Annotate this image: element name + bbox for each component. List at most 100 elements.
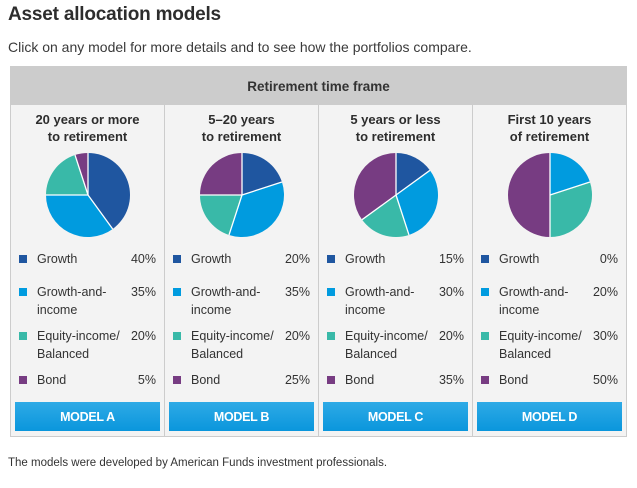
model-c-button[interactable]: MODEL C bbox=[323, 402, 468, 431]
legend-item-equity-income-balanced: Equity-income/Balanced 20% bbox=[327, 327, 464, 363]
legend: Growth 0% Growth-and-income 20% Equity-incom… bbox=[481, 250, 618, 404]
legend-label-line1: Equity-income/ bbox=[37, 329, 120, 343]
legend-value: 20% bbox=[130, 329, 156, 343]
legend-value: 20% bbox=[438, 329, 464, 343]
column-title-line2: to retirement bbox=[201, 129, 282, 144]
column-title: First 10 years of retirement bbox=[473, 111, 626, 145]
legend-value: 20% bbox=[284, 329, 310, 343]
legend-swatch-equity-income-balanced bbox=[19, 332, 27, 340]
legend-value: 25% bbox=[284, 373, 310, 387]
legend-swatch-equity-income-balanced bbox=[173, 332, 181, 340]
legend-swatch-bond bbox=[481, 376, 489, 384]
legend: Growth 20% Growth-and-income 35% Equity-inco… bbox=[173, 250, 310, 404]
pie-separator bbox=[227, 194, 243, 236]
legend-label-line2: income bbox=[191, 303, 232, 317]
model-b-button[interactable]: MODEL B bbox=[169, 402, 314, 431]
legend-swatch-growth-and-income bbox=[327, 288, 335, 296]
legend-label: Bond bbox=[499, 371, 588, 389]
model-column-b: 5–20 years to retirement Growth 20% Growth-a… bbox=[165, 105, 319, 436]
model-column-c: 5 years or less to retirement Growth 15% Gro… bbox=[319, 105, 473, 436]
legend-label-line2: Balanced bbox=[499, 347, 552, 361]
model-d-button[interactable]: MODEL D bbox=[477, 402, 622, 431]
legend-value: 30% bbox=[592, 329, 618, 343]
legend-swatch-equity-income-balanced bbox=[481, 332, 489, 340]
legend-label-line1: Bond bbox=[191, 373, 221, 387]
legend-value: 35% bbox=[130, 285, 156, 299]
legend-label-line1: Equity-income/ bbox=[191, 329, 274, 343]
legend-item-bond: Bond 50% bbox=[481, 371, 618, 389]
column-title: 20 years or more to retirement bbox=[11, 111, 164, 145]
column-title-line1: First 10 years bbox=[507, 112, 592, 127]
legend-item-growth-and-income: Growth-and-income 30% bbox=[327, 283, 464, 319]
legend-label: Equity-income/Balanced bbox=[37, 327, 126, 363]
legend-value: 20% bbox=[592, 285, 618, 299]
pie-separator bbox=[395, 169, 430, 196]
page-subtitle: Click on any model for more details and … bbox=[8, 39, 472, 55]
pie-slice-growth bbox=[395, 153, 430, 195]
pie-slice-bond bbox=[199, 153, 242, 195]
column-title-line1: 5–20 years bbox=[208, 112, 275, 127]
legend-item-growth: Growth 40% bbox=[19, 250, 156, 268]
legend-label-line1: Growth bbox=[499, 252, 540, 266]
legend-label-line1: Growth-and- bbox=[191, 285, 261, 299]
legend-label-line1: Growth bbox=[191, 252, 232, 266]
pie-slice-growth-and-income bbox=[45, 195, 113, 237]
legend-swatch-growth-and-income bbox=[481, 288, 489, 296]
legend-item-growth-and-income: Growth-and-income 35% bbox=[173, 283, 310, 319]
legend-swatch-growth-and-income bbox=[19, 288, 27, 296]
legend-item-bond: Bond 35% bbox=[327, 371, 464, 389]
pie-slice-growth bbox=[87, 153, 130, 229]
pie-slice-growth-and-income bbox=[395, 170, 438, 235]
pie-slice-bond bbox=[353, 153, 396, 220]
legend-label-line1: Growth bbox=[345, 252, 386, 266]
legend-value: 35% bbox=[284, 285, 310, 299]
pie-slice-equity-income-balanced bbox=[361, 195, 409, 237]
pie-separator bbox=[73, 154, 89, 196]
legend-swatch-growth bbox=[19, 255, 27, 263]
legend-value: 50% bbox=[592, 373, 618, 387]
pie-separator bbox=[361, 194, 396, 221]
legend-label-line1: Growth-and- bbox=[499, 285, 569, 299]
model-columns: 20 years or more to retirement Growth 40% Gr… bbox=[11, 105, 626, 436]
legend-item-bond: Bond 5% bbox=[19, 371, 156, 389]
legend: Growth 15% Growth-and-income 30% Equity-inco… bbox=[327, 250, 464, 404]
pie-slice-growth bbox=[241, 153, 282, 195]
pie-slice-equity-income-balanced bbox=[549, 182, 592, 237]
legend-label: Growth-and-income bbox=[191, 283, 280, 319]
pie-chart-model-c[interactable] bbox=[352, 151, 440, 239]
legend-item-growth: Growth 15% bbox=[327, 250, 464, 268]
legend-swatch-growth bbox=[173, 255, 181, 263]
legend-swatch-equity-income-balanced bbox=[327, 332, 335, 340]
legend-label-line1: Equity-income/ bbox=[345, 329, 428, 343]
legend-value: 35% bbox=[438, 373, 464, 387]
legend-item-growth-and-income: Growth-and-income 35% bbox=[19, 283, 156, 319]
legend-swatch-growth-and-income bbox=[173, 288, 181, 296]
legend-label: Growth-and-income bbox=[345, 283, 434, 319]
legend-label: Growth bbox=[499, 250, 588, 268]
pie-chart-model-a[interactable] bbox=[44, 151, 132, 239]
legend-value: 15% bbox=[438, 252, 464, 266]
pie-chart-model-d[interactable] bbox=[506, 151, 594, 239]
legend-value: 0% bbox=[599, 252, 618, 266]
column-title-line1: 20 years or more bbox=[35, 112, 140, 127]
page-title: Asset allocation models bbox=[8, 4, 221, 25]
legend-label-line1: Bond bbox=[499, 373, 529, 387]
legend-label-line2: Balanced bbox=[37, 347, 90, 361]
footnote: The models were developed by American Fu… bbox=[8, 457, 388, 469]
legend-label: Growth-and-income bbox=[499, 283, 588, 319]
legend-item-bond: Bond 25% bbox=[173, 371, 310, 389]
pie-chart-model-b[interactable] bbox=[198, 151, 286, 239]
legend-label-line1: Growth-and- bbox=[37, 285, 107, 299]
model-a-button[interactable]: MODEL A bbox=[15, 402, 160, 431]
pie-separator bbox=[241, 181, 282, 196]
pie-separator bbox=[86, 194, 113, 230]
legend-label: Growth-and-income bbox=[37, 283, 126, 319]
legend-label: Growth bbox=[191, 250, 280, 268]
legend-label-line2: income bbox=[499, 303, 540, 317]
column-title-line1: 5 years or less bbox=[350, 112, 441, 127]
legend-label: Growth bbox=[345, 250, 434, 268]
pie-slice-growth-and-income bbox=[549, 153, 590, 195]
legend-swatch-growth bbox=[481, 255, 489, 263]
legend-label: Bond bbox=[37, 371, 126, 389]
legend-label: Growth bbox=[37, 250, 126, 268]
